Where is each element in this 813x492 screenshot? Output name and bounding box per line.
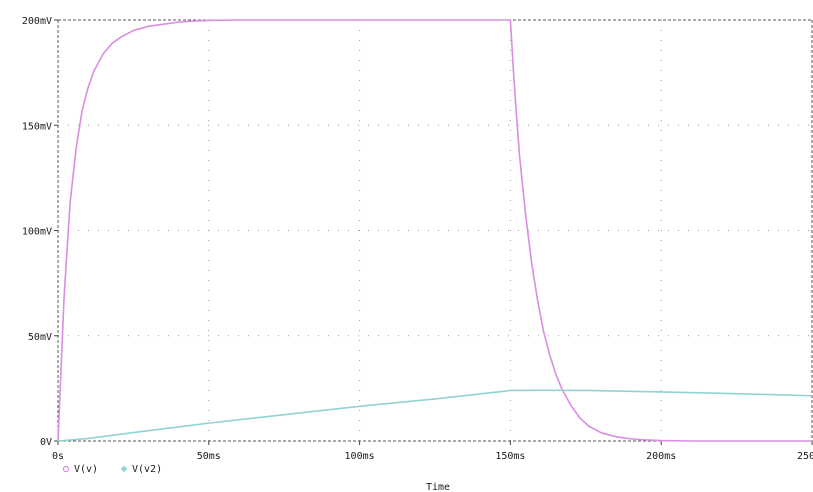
x-tick-label: 0s [52,451,64,462]
x-tick-label: 150ms [495,451,525,462]
x-tick-label: 250ms [797,451,813,462]
legend: V(v) V(v2) [62,464,162,475]
legend-marker-circle-icon [62,465,70,473]
x-tick-label: 200ms [646,451,676,462]
series [57,19,813,442]
tick-labels: 0s 50ms 100ms 150ms 200ms 250ms 0V 50mV 100mV 150… [22,16,813,462]
y-tick-label: 50mV [28,332,52,343]
y-tick-label: 100mV [22,227,52,238]
y-tick-label: 150mV [22,121,52,132]
x-tick-label: 50ms [197,451,221,462]
legend-marker-diamond-icon [120,465,128,473]
axes [54,19,813,445]
y-tick-label: 0V [40,437,52,448]
series-line-v [57,19,812,442]
grid [58,20,812,441]
y-tick-label: 200mV [22,16,52,27]
x-tick-label: 100ms [345,451,375,462]
series-line-v2 [57,389,813,442]
x-axis-title: Time [426,482,450,492]
legend-item: V(v2) [120,464,162,475]
legend-label: V(v2) [132,464,162,475]
legend-label: V(v) [74,464,98,475]
legend-item: V(v) [62,464,98,475]
